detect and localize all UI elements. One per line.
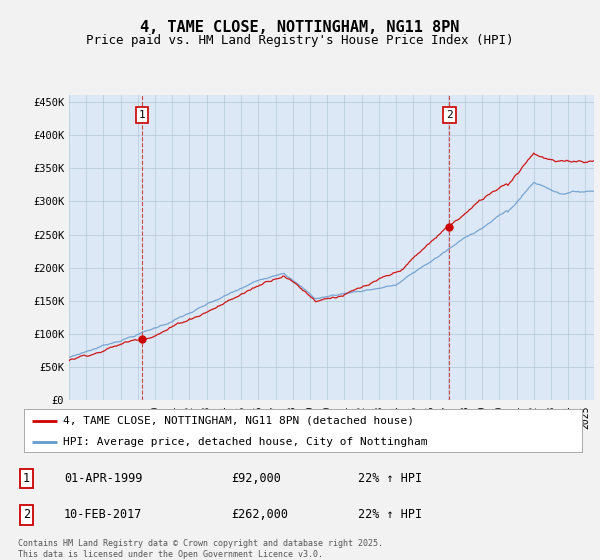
- Text: 22% ↑ HPI: 22% ↑ HPI: [358, 508, 422, 521]
- Text: 1: 1: [23, 472, 30, 485]
- Text: 22% ↑ HPI: 22% ↑ HPI: [358, 472, 422, 485]
- Text: 2: 2: [446, 110, 453, 120]
- Text: 4, TAME CLOSE, NOTTINGHAM, NG11 8PN (detached house): 4, TAME CLOSE, NOTTINGHAM, NG11 8PN (det…: [63, 416, 414, 426]
- Text: 2: 2: [23, 508, 30, 521]
- Text: 10-FEB-2017: 10-FEB-2017: [64, 508, 142, 521]
- Text: HPI: Average price, detached house, City of Nottingham: HPI: Average price, detached house, City…: [63, 437, 428, 446]
- Text: Contains HM Land Registry data © Crown copyright and database right 2025.
This d: Contains HM Land Registry data © Crown c…: [18, 539, 383, 559]
- Text: £262,000: £262,000: [231, 508, 288, 521]
- Text: Price paid vs. HM Land Registry's House Price Index (HPI): Price paid vs. HM Land Registry's House …: [86, 34, 514, 46]
- Text: £92,000: £92,000: [231, 472, 281, 485]
- Text: 1: 1: [139, 110, 146, 120]
- Text: 4, TAME CLOSE, NOTTINGHAM, NG11 8PN: 4, TAME CLOSE, NOTTINGHAM, NG11 8PN: [140, 20, 460, 35]
- Text: 01-APR-1999: 01-APR-1999: [64, 472, 142, 485]
